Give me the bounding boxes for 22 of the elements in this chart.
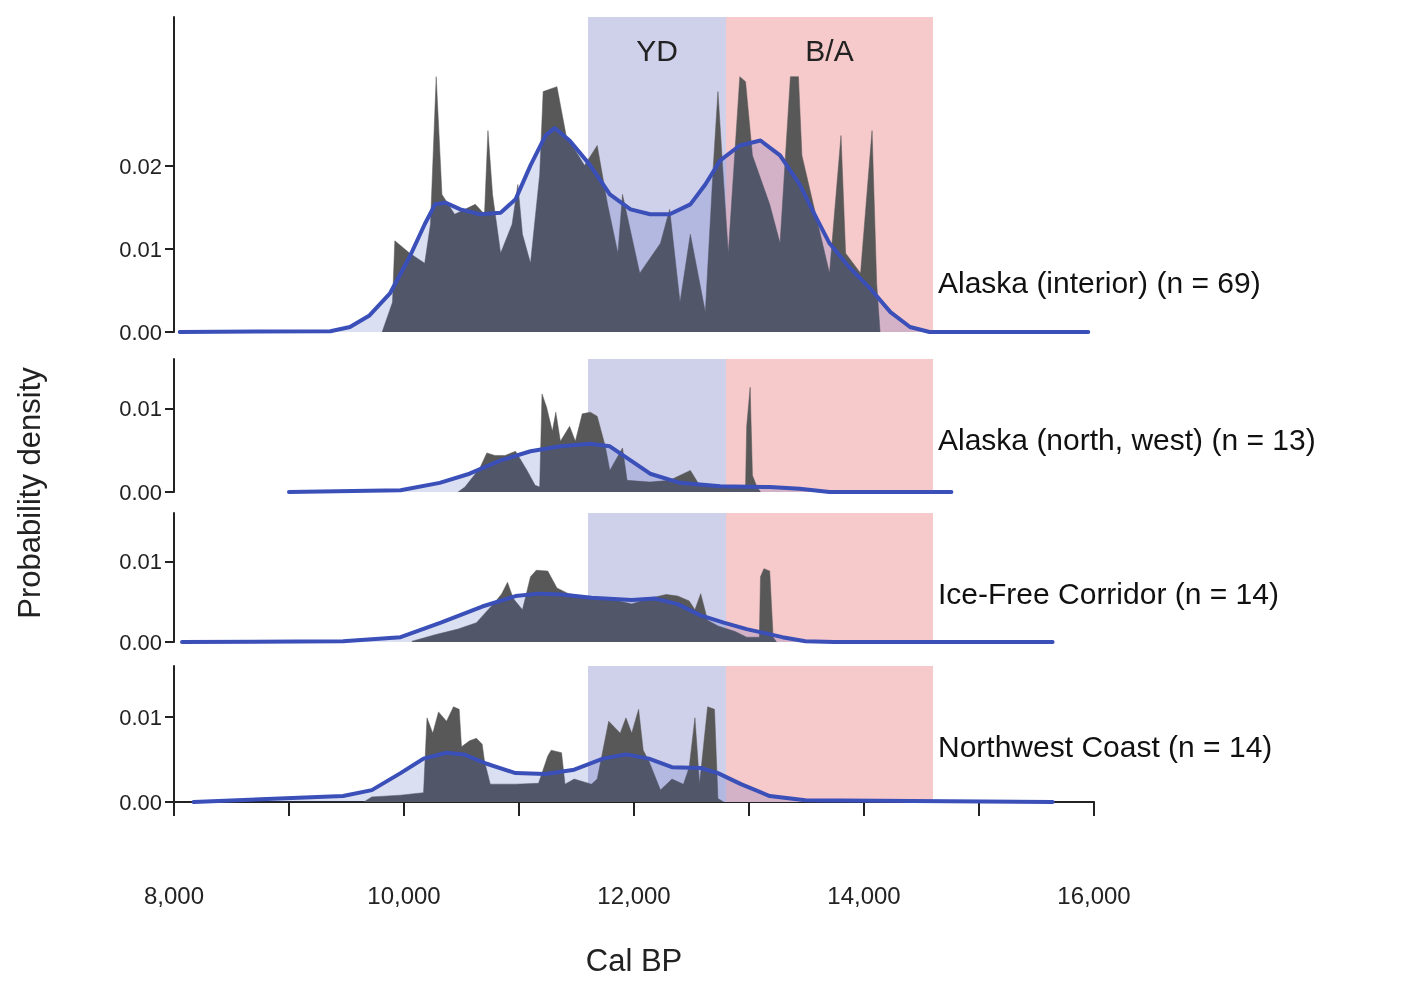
- x-tick-label: 12,000: [597, 881, 671, 909]
- y-tick-label: 0.01: [119, 396, 162, 422]
- x-tick-label: 10,000: [367, 881, 441, 909]
- y-tick-label: 0.01: [119, 704, 162, 730]
- y-tick-label: 0.00: [119, 789, 162, 815]
- x-tick-label: 14,000: [827, 881, 901, 909]
- x-axis-title: Cal BP: [585, 943, 683, 978]
- y-tick-label: 0.01: [119, 236, 162, 262]
- x-tick-label: 16,000: [1057, 881, 1131, 909]
- y-tick-label: 0.01: [119, 548, 162, 574]
- y-axis-title: Probability density: [12, 367, 48, 619]
- x-tick-label: 8,000: [143, 881, 205, 909]
- band-label: B/A: [805, 33, 854, 67]
- text: Alaska (interior) (n = 69): [938, 266, 1261, 299]
- y-tick-label: 0.00: [119, 629, 162, 655]
- band-label: YD: [636, 33, 678, 67]
- text: Alaska (north, west) (n = 13): [938, 423, 1316, 456]
- text: Ice-Free Corridor (n = 14): [938, 577, 1279, 610]
- y-tick-label: 0.00: [119, 479, 162, 505]
- text: Northwest Coast (n = 14): [938, 730, 1273, 763]
- y-tick-label: 0.00: [119, 319, 162, 345]
- y-tick-label: 0.02: [119, 153, 162, 179]
